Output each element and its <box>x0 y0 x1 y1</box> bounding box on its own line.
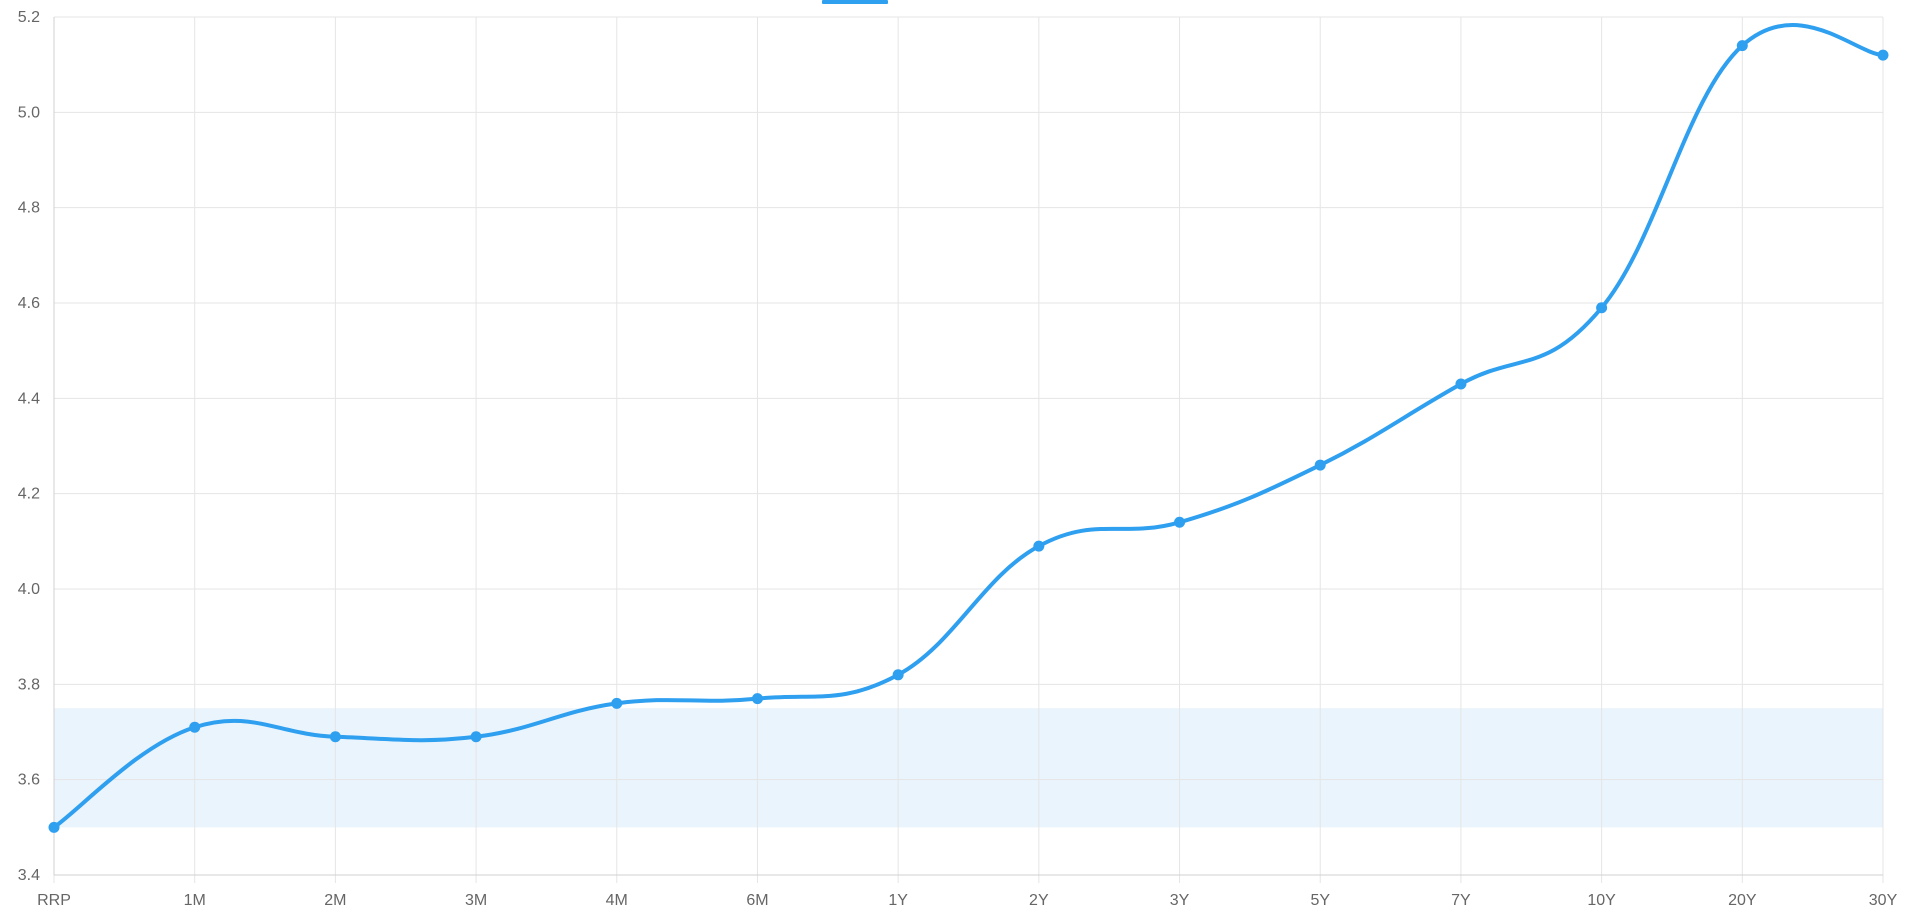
x-tick-label: 3M <box>465 892 487 909</box>
data-point-2m[interactable] <box>329 731 341 743</box>
y-tick-label: 5.2 <box>18 9 40 26</box>
x-tick-label: 3Y <box>1170 892 1190 909</box>
target-range-band-layer <box>54 708 1883 828</box>
y-tick-label: 4.6 <box>18 295 40 312</box>
y-tick-label: 4.0 <box>18 581 40 598</box>
data-point-1m[interactable] <box>189 721 201 733</box>
x-tick-label: 20Y <box>1728 892 1757 909</box>
x-tick-label: 7Y <box>1451 892 1471 909</box>
series-line <box>52 23 1885 830</box>
data-point-7y[interactable] <box>1455 378 1467 390</box>
data-point-rrp[interactable] <box>48 821 60 833</box>
x-tick-label: RRP <box>37 892 71 909</box>
x-axis-ticks: RRP 1M 2M 3M 4M 6M 1Y 2Y 3Y 5Y 7Y 10Y 20Y 30Y <box>37 892 1897 909</box>
data-point-5y[interactable] <box>1314 459 1326 471</box>
data-point-4m[interactable] <box>611 697 623 709</box>
y-tick-label: 4.8 <box>18 200 40 217</box>
data-point-30y[interactable] <box>1877 49 1889 61</box>
x-tick-label: 10Y <box>1587 892 1616 909</box>
x-tick-label: 6M <box>746 892 768 909</box>
series-line-layer <box>52 23 1885 830</box>
x-tick-label: 30Y <box>1869 892 1898 909</box>
x-tick-label: 1M <box>184 892 206 909</box>
y-axis-ticks: 3.4 3.6 3.8 4.0 4.2 4.4 4.6 4.8 5.0 5.2 <box>18 9 40 884</box>
y-tick-label: 4.4 <box>18 390 40 407</box>
y-tick-label: 3.6 <box>18 772 40 789</box>
x-tick-label: 1Y <box>888 892 908 909</box>
legend-swatch[interactable] <box>822 0 888 4</box>
x-tick-label: 4M <box>606 892 628 909</box>
target-range-band <box>54 708 1883 828</box>
y-tick-label: 3.4 <box>18 867 40 884</box>
x-tick-label: 5Y <box>1310 892 1330 909</box>
y-tick-label: 5.0 <box>18 104 40 121</box>
data-point-3y[interactable] <box>1174 516 1186 528</box>
y-tick-label: 3.8 <box>18 676 40 693</box>
x-tick-label: 2M <box>324 892 346 909</box>
data-point-20y[interactable] <box>1736 40 1748 52</box>
y-tick-label: 4.2 <box>18 486 40 503</box>
data-point-10y[interactable] <box>1596 302 1608 314</box>
data-point-2y[interactable] <box>1033 540 1045 552</box>
data-point-1y[interactable] <box>892 669 904 681</box>
series-points-layer <box>48 40 1889 833</box>
x-tick-label: 2Y <box>1029 892 1049 909</box>
data-point-3m[interactable] <box>470 731 482 743</box>
data-point-6m[interactable] <box>751 693 763 705</box>
